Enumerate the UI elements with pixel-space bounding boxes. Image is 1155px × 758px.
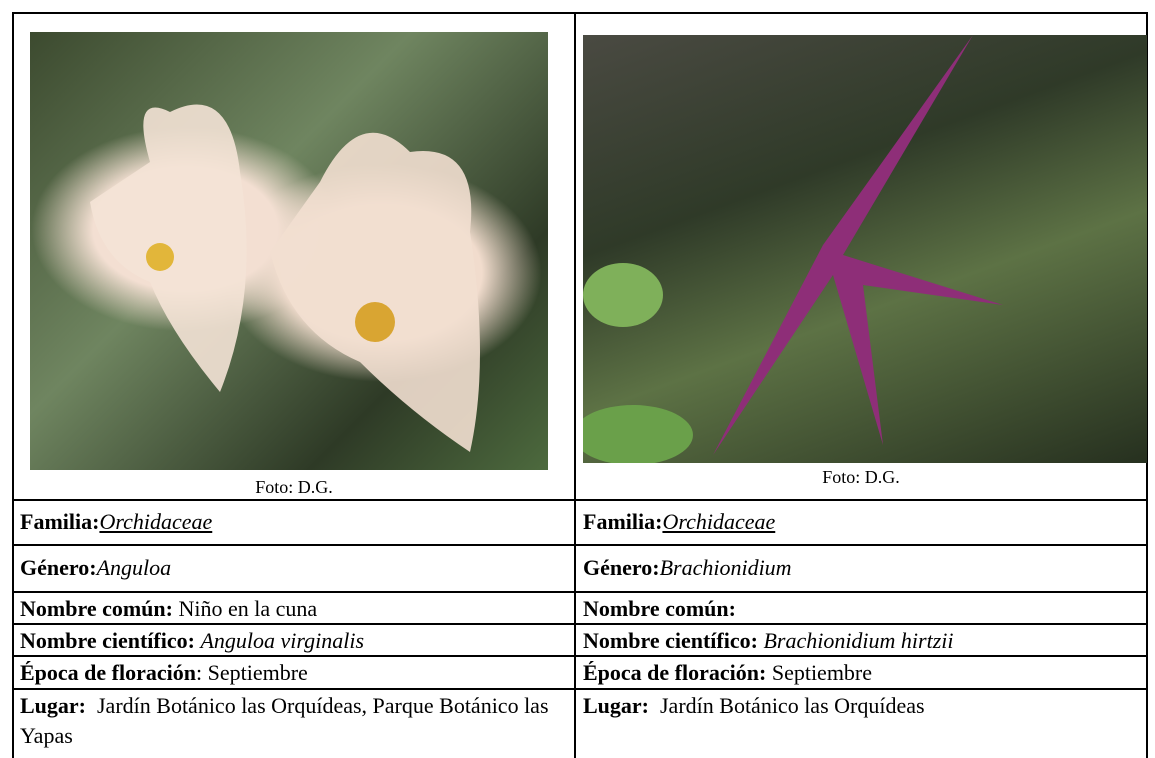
field: Época de floración: Septiembre [20, 658, 565, 688]
field-value: : Septiembre [196, 660, 308, 685]
field-label: Época de floración [20, 660, 196, 685]
field-value: Orchidaceae [99, 509, 213, 534]
border [574, 12, 576, 758]
field-value: Brachionidium hirtzii [763, 628, 954, 653]
border [12, 499, 1148, 501]
photo-caption: Foto: D.G. [255, 477, 333, 497]
field-value: Septiembre [771, 660, 873, 685]
field: Género:Brachionidium [583, 553, 1138, 583]
field-label: Nombre científico: [20, 628, 195, 653]
field: Lugar: Jardín Botánico las Orquídeas [583, 691, 1138, 721]
field-value: Niño en la cuna [178, 596, 318, 621]
border [12, 12, 1148, 14]
field-value: Jardín Botánico las Orquídeas [660, 693, 925, 718]
field-label: Época de floración: [583, 660, 767, 685]
orchid-photo [583, 35, 1147, 463]
field-value: Orchidaceae [662, 509, 776, 534]
field: Nombre científico: Brachionidium hirtzii [583, 626, 1138, 656]
field-label: Familia: [583, 509, 663, 534]
field-label: Nombre común: [583, 596, 736, 621]
border [12, 544, 1148, 546]
field: Familia:Orchidaceae [583, 507, 1138, 537]
border [1146, 12, 1148, 758]
field-label: Lugar: [583, 693, 649, 718]
border [12, 12, 14, 758]
photo-art [583, 35, 1003, 463]
field: Familia:Orchidaceae [20, 507, 565, 537]
field-value: Anguloa [96, 555, 172, 580]
field-label: Género: [583, 555, 660, 580]
field-value: Anguloa virginalis [200, 628, 365, 653]
field: Nombre científico: Anguloa virginalis [20, 626, 565, 656]
field: Lugar: Jardín Botánico las Orquídeas, Pa… [20, 691, 565, 751]
field-label: Familia: [20, 509, 100, 534]
field-label: Lugar: [20, 693, 86, 718]
photo-art [90, 104, 480, 452]
field-label: Nombre común: [20, 596, 173, 621]
border [12, 688, 1148, 690]
field-value: Brachionidium [659, 555, 792, 580]
photo-caption: Foto: D.G. [822, 467, 900, 487]
field-value: Jardín Botánico las Orquídeas, Parque Bo… [20, 693, 549, 748]
orchid-photo [30, 32, 548, 470]
field: Nombre común: Niño en la cuna [20, 594, 565, 624]
field-label: Género: [20, 555, 97, 580]
border [12, 655, 1148, 657]
border [12, 591, 1148, 593]
field: Nombre común: [583, 594, 1138, 624]
field-label: Nombre científico: [583, 628, 758, 653]
border [12, 623, 1148, 625]
field: Época de floración: Septiembre [583, 658, 1138, 688]
field: Género:Anguloa [20, 553, 565, 583]
